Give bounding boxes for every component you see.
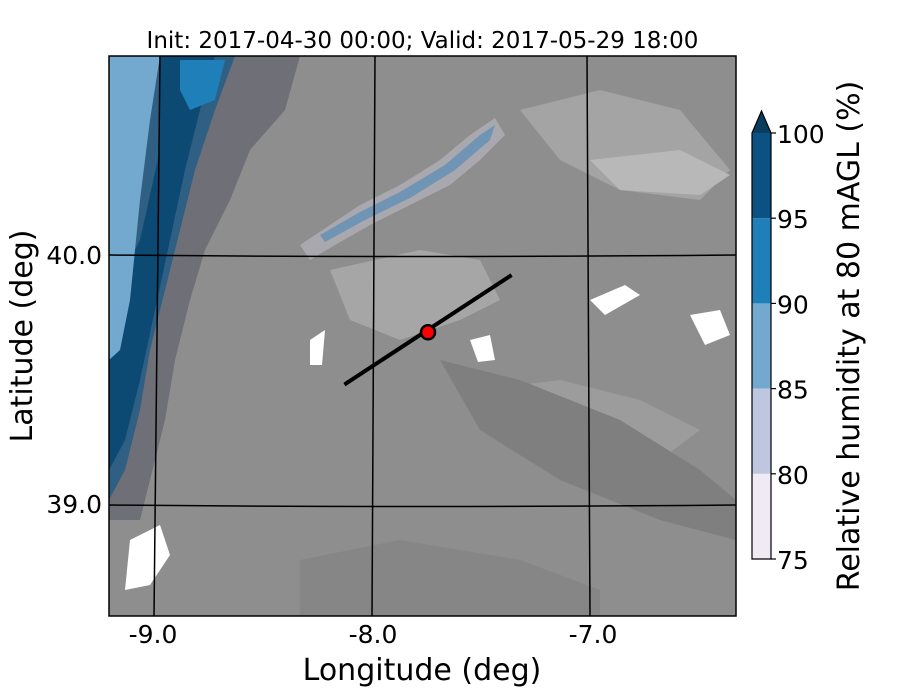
colorbar-extend-arrow <box>752 111 771 133</box>
colorbar-tick-label: 95 <box>777 205 809 234</box>
location-marker <box>419 324 437 341</box>
overlay-layer <box>343 273 513 387</box>
valley-dark <box>440 360 736 540</box>
colorbar-tick-label: 75 <box>777 546 809 575</box>
highland-patch <box>330 250 500 340</box>
colorbar-segment <box>752 303 771 389</box>
plot-frame <box>108 55 737 617</box>
colorbar-segment <box>752 473 771 559</box>
x-tick-label: -7.0 <box>569 620 618 649</box>
colorbar-tick-label: 85 <box>777 376 809 405</box>
white-patch <box>590 285 640 315</box>
colorbar-frame <box>751 109 772 560</box>
coastal-humidity-dark <box>109 56 215 470</box>
x-tick-labels: -9.0 -8.0 -7.0 <box>129 620 618 649</box>
grid-parallel <box>109 504 736 508</box>
chart-title: Init: 2017-04-30 00:00; Valid: 2017-05-2… <box>146 28 699 54</box>
y-tick-label: 40.0 <box>46 241 102 270</box>
y-tick-labels: 40.0 39.0 <box>46 241 102 519</box>
colorbar-label: Relative humidity at 80 mAGL (%) <box>832 81 867 592</box>
colorbar-segment <box>752 133 771 219</box>
colorbar-segment <box>752 218 771 304</box>
colorbar-tick-labels: 75 80 85 90 95 100 <box>771 120 825 575</box>
ocean-light-blue <box>109 56 160 360</box>
graticule <box>109 56 736 616</box>
highland-patch-ne-light <box>590 150 730 195</box>
x-tick-label: -9.0 <box>129 620 178 649</box>
white-patch <box>690 310 730 345</box>
grid-parallel <box>109 254 736 258</box>
colorbar-tick-label: 90 <box>777 290 809 319</box>
colorbar-tick-label: 100 <box>777 120 825 149</box>
white-patch <box>125 525 170 590</box>
y-axis-label: Latitude (deg) <box>5 230 40 443</box>
colorbar-segment <box>752 388 771 474</box>
white-patch <box>470 335 495 362</box>
grid-meridian <box>586 56 591 616</box>
ocean-blue-patch <box>180 60 225 110</box>
grid-meridian <box>371 56 376 616</box>
white-patch <box>310 330 325 365</box>
x-axis-label: Longitude (deg) <box>303 653 542 688</box>
colorbar-tick-label: 80 <box>777 461 809 490</box>
x-tick-label: -8.0 <box>349 620 398 649</box>
colorbar <box>751 109 772 560</box>
mountain-ridge-humid <box>320 125 495 242</box>
y-tick-label: 39.0 <box>46 490 102 519</box>
grid-meridian <box>153 56 161 616</box>
valley-south <box>300 540 600 616</box>
